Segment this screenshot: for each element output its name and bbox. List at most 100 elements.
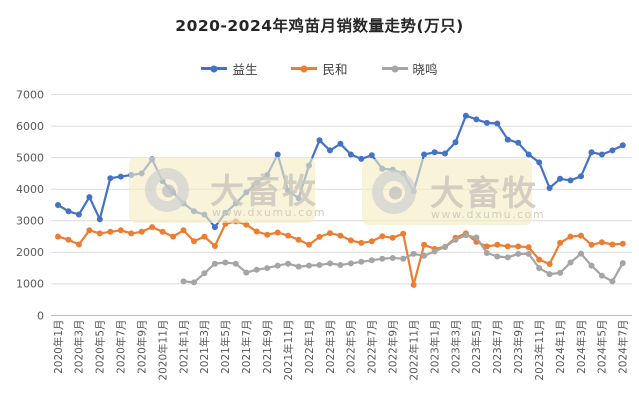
legend-marker-dot-yisheng [210,65,218,72]
data-point-yisheng [619,142,626,149]
watermark-brand-text: 大畜牧 [430,174,538,214]
x-axis-label: 2024年7月 [617,320,630,374]
legend-marker-yisheng [201,65,228,72]
data-point-xiaoming [264,265,271,272]
x-axis-label: 2021年9月 [261,320,274,374]
data-point-minhe [306,241,312,248]
data-point-yisheng [557,175,564,182]
data-point-minhe [588,241,595,248]
watermark-url-text: www.dxumu.com [431,208,545,221]
data-point-xiaoming [442,244,448,250]
data-point-yisheng [65,208,72,215]
data-point-yisheng [327,147,333,154]
x-axis-label: 2022年9月 [387,320,400,374]
x-axis-label: 2022年11月 [407,320,420,381]
data-point-xiaoming [504,254,511,261]
data-point-xiaoming [494,253,501,260]
data-point-xiaoming [609,278,616,285]
legend-marker-dot-minhe [300,65,308,72]
y-axis-label: 6000 [16,120,44,133]
data-point-xiaoming [515,250,522,257]
data-point-minhe [316,233,323,240]
data-point-yisheng [483,119,490,126]
data-point-xiaoming [400,255,407,262]
data-point-xiaoming [578,250,584,257]
data-point-xiaoming [452,236,459,243]
legend-item-xiaoming: 晓鸣 [381,59,438,78]
x-axis-label: 2022年5月 [345,320,358,374]
data-point-xiaoming [462,232,469,239]
data-point-xiaoming [285,260,292,267]
data-point-minhe [253,228,260,235]
legend-label-xiaoming: 晓鸣 [412,62,438,77]
x-axis-label: 2020年7月 [115,320,128,374]
data-point-minhe [525,244,532,251]
data-point-yisheng [86,194,93,201]
data-point-minhe [557,239,564,246]
data-point-xiaoming [243,269,250,276]
data-point-xiaoming [473,234,480,241]
legend-item-minhe: 民和 [291,59,348,78]
data-point-yisheng [107,175,114,182]
data-point-xiaoming [368,257,375,264]
data-point-yisheng [578,173,584,180]
data-point-yisheng [421,151,428,158]
data-point-xiaoming [421,252,428,259]
data-point-minhe [191,238,197,245]
x-axis-label: 2020年3月 [73,320,86,374]
data-point-yisheng [609,147,616,154]
data-point-xiaoming [358,258,365,265]
data-point-yisheng [452,139,459,146]
data-point-xiaoming [211,260,218,267]
data-point-minhe [327,230,333,237]
y-axis-label: 4000 [16,183,44,196]
x-axis-labels: 2020年1月 2020年3月 2020年5月 2020年7月 2020年9月 2020年… [52,320,630,381]
data-point-minhe [274,229,281,236]
data-point-minhe [504,243,511,250]
data-point-minhe [619,240,626,247]
data-point-minhe [410,281,417,288]
data-point-xiaoming [295,263,302,270]
x-axis-label: 2024年3月 [575,320,588,374]
x-axis-label: 2023年3月 [449,320,462,374]
data-point-xiaoming [483,250,490,256]
data-point-xiaoming [431,248,438,255]
data-point-yisheng [567,177,574,184]
data-point-xiaoming [337,262,344,268]
data-point-yisheng [515,139,522,146]
x-axis-label: 2023年7月 [491,320,504,374]
data-point-minhe [578,232,584,239]
data-point-minhe [201,233,208,240]
data-point-minhe [117,227,124,234]
data-point-yisheng [337,140,344,147]
data-point-xiaoming [316,262,323,268]
y-axis-label: 5000 [16,151,44,164]
data-point-xiaoming [253,266,260,273]
chart-title: 2020-2024年鸡苗月销数量走势(万只) [175,17,464,35]
data-point-yisheng [588,149,595,156]
data-point-yisheng [462,112,469,119]
data-point-minhe [337,232,344,239]
legend-label-yisheng: 益生 [232,62,258,77]
data-point-yisheng [75,211,82,218]
watermark-brand-text: 大畜牧 [210,172,318,212]
data-point-yisheng [316,137,323,144]
data-point-minhe [65,236,72,243]
legend-item-yisheng: 益生 [201,59,257,78]
data-point-yisheng [473,116,480,123]
y-axis-label: 1000 [16,278,44,291]
data-point-minhe [358,239,365,246]
data-point-minhe [347,237,354,244]
x-axis-label: 2021年1月 [177,320,190,374]
x-axis-label: 2020年1月 [52,320,65,374]
x-axis-label: 2024年1月 [554,320,567,374]
data-point-xiaoming [588,262,595,269]
legend-marker-dot-xiaoming [391,65,398,72]
data-point-minhe [567,233,574,240]
y-axis-label: 3000 [16,215,44,228]
data-point-minhe [149,224,156,231]
legend-marker-minhe [291,65,318,72]
